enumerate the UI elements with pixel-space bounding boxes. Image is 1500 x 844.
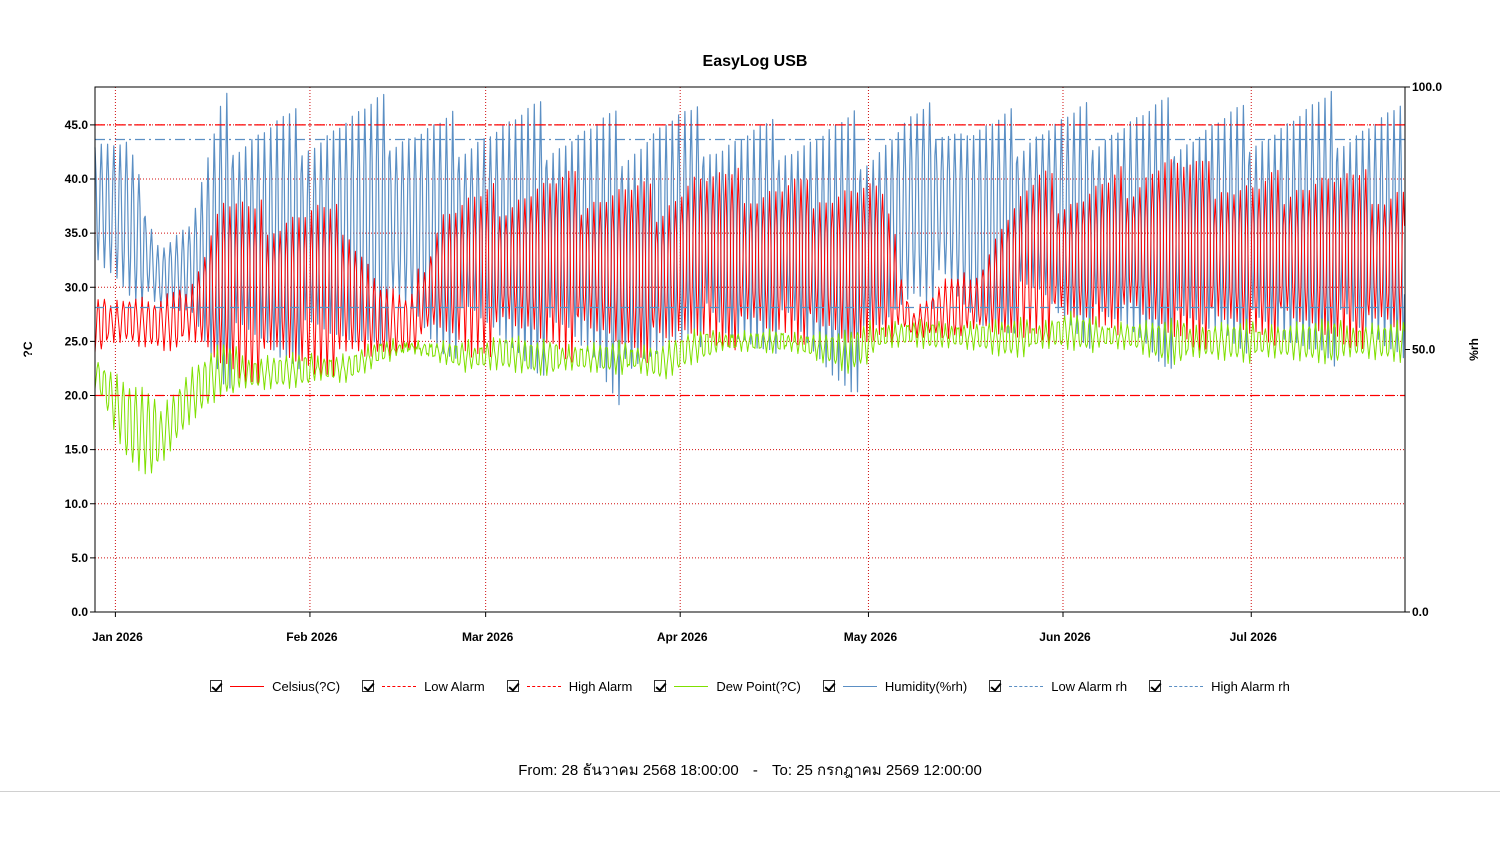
legend-swatch: [1169, 685, 1204, 687]
alarm-lines: [95, 124, 1405, 397]
legend-item-celsius[interactable]: Celsius(?C): [210, 679, 340, 694]
range-separator: -: [752, 762, 758, 779]
range-from-label: From:: [518, 762, 558, 779]
legend-item-dew[interactable]: Dew Point(?C): [654, 679, 801, 694]
legend-label: Low Alarm rh: [1051, 678, 1128, 694]
axis-ticks: 0.0 5.0 10.0 15.0 20.0 25.0 30.0 35.0 40.0 45.0 0.…: [65, 80, 1443, 644]
range-from-value: 28 ธันวาคม 2568 18:00:00: [561, 762, 739, 779]
legend-checkbox[interactable]: [506, 680, 519, 692]
y-right-tick-label: 50.0: [1412, 343, 1436, 357]
y-tick-label: 35.0: [65, 226, 89, 240]
series-line-dew: [94, 310, 1405, 475]
legend-item-high-alarm-rh[interactable]: High Alarm rh: [1149, 679, 1290, 694]
legend-checkbox[interactable]: [989, 680, 1002, 692]
y-axis-label-right: %rh: [1467, 338, 1481, 361]
legend-label: High Alarm rh: [1211, 678, 1290, 694]
legend: Celsius(?C) Low Alarm High Alarm Dew Point(…: [0, 674, 1500, 698]
legend-item-low-alarm[interactable]: Low Alarm: [362, 679, 485, 694]
legend-item-low-alarm-rh[interactable]: Low Alarm rh: [989, 679, 1127, 694]
legend-label: Dew Point(?C): [716, 678, 801, 694]
legend-checkbox[interactable]: [822, 680, 835, 692]
y-tick-label: 10.0: [65, 497, 89, 511]
date-range: From: 28 ธันวาคม 2568 18:00:00 - To: 25 …: [0, 758, 1500, 782]
x-tick-label: May 2026: [844, 630, 898, 644]
legend-checkbox[interactable]: [654, 680, 667, 692]
y-right-tick-label: 0.0: [1412, 605, 1429, 619]
legend-label: Low Alarm: [424, 678, 485, 694]
divider: [0, 791, 1500, 792]
y-tick-label: 25.0: [65, 334, 89, 348]
y-right-tick-label: 100.0: [1412, 80, 1442, 94]
legend-label: High Alarm: [568, 678, 633, 694]
y-tick-label: 45.0: [65, 118, 89, 132]
y-tick-label: 30.0: [65, 280, 89, 294]
y-tick-label: 0.0: [71, 605, 88, 619]
range-to-value: 25 กรกฎาคม 2569 12:00:00: [796, 762, 982, 779]
y-tick-label: 5.0: [71, 551, 88, 565]
legend-label: Humidity(%rh): [884, 678, 968, 694]
x-tick-label: Mar 2026: [462, 630, 514, 644]
legend-item-high-alarm[interactable]: High Alarm: [506, 678, 633, 694]
x-tick-label: Jun 2026: [1039, 630, 1091, 644]
legend-swatch: [382, 685, 417, 687]
x-tick-label: Apr 2026: [657, 630, 708, 644]
legend-swatch: [1009, 685, 1044, 687]
series-line-humidity: [94, 90, 1406, 406]
legend-label: Celsius(?C): [272, 678, 341, 694]
y-axis-label-left: ?C: [21, 341, 35, 357]
legend-swatch: [842, 685, 877, 687]
range-to-label: To:: [772, 762, 793, 779]
x-tick-label: Jul 2026: [1230, 630, 1278, 644]
legend-swatch: [230, 685, 265, 687]
legend-checkbox[interactable]: [362, 680, 375, 692]
series-layer: [94, 90, 1406, 475]
legend-checkbox[interactable]: [210, 680, 223, 692]
chart-title: EasyLog USB: [703, 53, 808, 70]
y-tick-label: 20.0: [65, 389, 89, 403]
legend-checkbox[interactable]: [1149, 680, 1162, 692]
y-tick-label: 15.0: [65, 443, 89, 457]
legend-swatch: [526, 685, 561, 687]
series-line-celsius: [94, 159, 1405, 386]
legend-swatch: [674, 685, 709, 687]
x-tick-label: Feb 2026: [286, 630, 338, 644]
legend-item-humidity[interactable]: Humidity(%rh): [822, 678, 968, 694]
x-tick-label: Jan 2026: [92, 630, 143, 644]
y-tick-label: 40.0: [65, 172, 89, 186]
